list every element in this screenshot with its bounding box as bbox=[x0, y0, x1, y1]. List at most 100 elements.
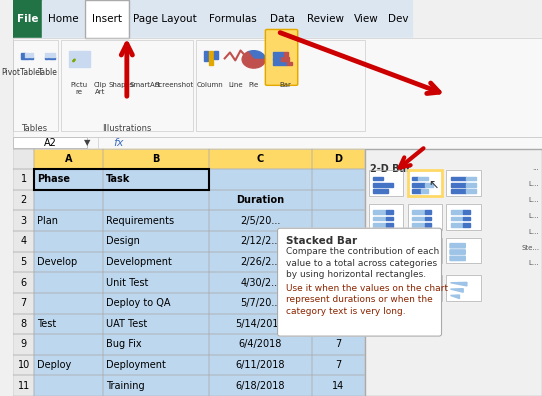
Text: 8: 8 bbox=[21, 319, 27, 329]
Bar bbox=[369, 204, 403, 230]
Bar bbox=[312, 190, 365, 210]
Text: 2-D Bar: 2-D Bar bbox=[370, 164, 411, 174]
Bar bbox=[209, 148, 312, 169]
Bar bbox=[21, 57, 25, 59]
Bar bbox=[130, 0, 201, 38]
Bar bbox=[13, 272, 34, 293]
Text: Page Layout: Page Layout bbox=[133, 14, 197, 24]
Bar bbox=[13, 251, 34, 272]
Bar bbox=[13, 375, 34, 396]
Text: Dev: Dev bbox=[388, 14, 408, 24]
Bar bbox=[287, 62, 292, 65]
Text: Pie: Pie bbox=[249, 82, 259, 88]
Bar bbox=[13, 355, 34, 375]
Text: Unit Test: Unit Test bbox=[106, 278, 148, 287]
FancyBboxPatch shape bbox=[373, 256, 388, 261]
Bar bbox=[209, 231, 312, 251]
Bar bbox=[209, 334, 312, 355]
Text: Screenshot: Screenshot bbox=[155, 82, 194, 88]
Bar bbox=[450, 210, 463, 214]
Text: Ste...: Ste... bbox=[521, 244, 539, 251]
Bar bbox=[25, 53, 29, 55]
Bar bbox=[103, 190, 209, 210]
Bar bbox=[13, 231, 34, 251]
Bar bbox=[373, 223, 386, 227]
Bar bbox=[103, 190, 209, 210]
Text: Bug Fix: Bug Fix bbox=[106, 339, 141, 349]
Text: 2/26/2...: 2/26/2... bbox=[240, 257, 281, 267]
Text: 3: 3 bbox=[21, 216, 27, 226]
Bar bbox=[209, 355, 312, 375]
Bar bbox=[13, 148, 34, 169]
Text: L...: L... bbox=[529, 228, 539, 235]
Bar bbox=[13, 0, 542, 137]
Bar bbox=[45, 57, 48, 59]
Bar bbox=[52, 57, 55, 59]
Bar bbox=[312, 169, 365, 190]
Text: 21: 21 bbox=[332, 319, 345, 329]
Bar bbox=[301, 0, 349, 38]
Bar bbox=[34, 314, 103, 334]
Text: fx: fx bbox=[114, 137, 124, 148]
Text: Develop: Develop bbox=[37, 257, 77, 267]
Text: Test: Test bbox=[37, 319, 56, 329]
Wedge shape bbox=[248, 51, 266, 59]
Bar bbox=[312, 272, 365, 293]
Bar bbox=[312, 375, 365, 396]
Text: Shapes: Shapes bbox=[109, 82, 134, 88]
Bar bbox=[13, 40, 58, 131]
Bar bbox=[408, 170, 442, 196]
Text: B: B bbox=[152, 154, 159, 164]
Bar bbox=[273, 52, 284, 56]
Text: 7: 7 bbox=[335, 360, 341, 370]
FancyBboxPatch shape bbox=[278, 228, 442, 336]
Bar bbox=[201, 0, 264, 38]
Text: Phase: Phase bbox=[37, 174, 70, 185]
Bar bbox=[103, 148, 209, 169]
Bar bbox=[103, 169, 209, 190]
Bar bbox=[446, 170, 481, 196]
Text: D: D bbox=[334, 154, 343, 164]
FancyBboxPatch shape bbox=[373, 250, 388, 254]
Bar bbox=[383, 0, 412, 38]
Bar bbox=[425, 223, 431, 227]
Bar bbox=[103, 355, 209, 375]
Bar bbox=[103, 314, 209, 334]
Bar bbox=[49, 57, 51, 59]
Text: L...: L... bbox=[529, 197, 539, 203]
Bar bbox=[446, 275, 481, 301]
Bar bbox=[34, 231, 103, 251]
Bar bbox=[369, 204, 403, 230]
Bar bbox=[34, 190, 103, 210]
Bar bbox=[25, 55, 29, 57]
Bar bbox=[450, 189, 466, 193]
Bar bbox=[103, 355, 209, 375]
Bar bbox=[34, 272, 103, 293]
Bar bbox=[13, 251, 34, 272]
Bar bbox=[29, 57, 33, 59]
Bar bbox=[34, 375, 103, 396]
Bar bbox=[209, 293, 312, 314]
Bar bbox=[373, 210, 386, 214]
Bar bbox=[34, 355, 103, 375]
Text: Stacked Bar: Stacked Bar bbox=[286, 236, 357, 246]
Bar bbox=[204, 51, 208, 61]
Bar bbox=[373, 177, 383, 180]
Bar bbox=[34, 334, 103, 355]
Text: 4/30/2...: 4/30/2... bbox=[240, 278, 280, 287]
Text: 2/12/2...: 2/12/2... bbox=[240, 236, 281, 246]
Text: L...: L... bbox=[529, 181, 539, 187]
Bar bbox=[209, 210, 312, 231]
Text: SmartArt: SmartArt bbox=[130, 82, 161, 88]
Bar bbox=[13, 137, 87, 148]
Bar bbox=[103, 169, 209, 190]
Bar bbox=[273, 62, 287, 65]
Bar bbox=[209, 334, 312, 355]
Bar bbox=[13, 38, 542, 137]
Bar bbox=[369, 238, 403, 263]
Bar bbox=[13, 355, 34, 375]
Bar bbox=[34, 169, 103, 190]
Bar bbox=[408, 238, 442, 263]
Bar bbox=[45, 53, 48, 55]
Text: L...: L... bbox=[529, 213, 539, 219]
